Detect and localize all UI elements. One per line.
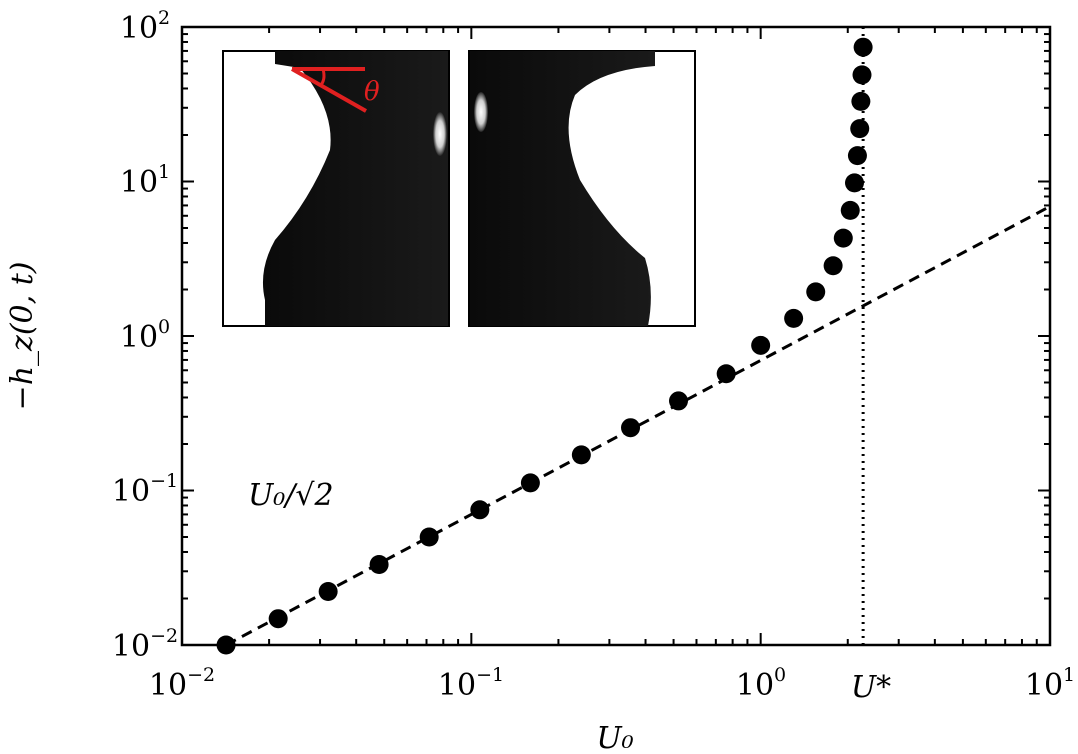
x-tick-label: 101 xyxy=(1025,664,1075,703)
data-point xyxy=(668,391,688,411)
data-point xyxy=(268,609,288,629)
data-point xyxy=(853,37,873,57)
data-point xyxy=(751,335,771,355)
data-point xyxy=(318,581,338,601)
data-point xyxy=(844,173,864,193)
slope-annotation: U₀/√2 xyxy=(248,478,334,513)
data-point xyxy=(823,256,843,276)
data-point xyxy=(806,282,826,302)
data-point xyxy=(847,146,867,166)
x-tick-label: 100 xyxy=(736,664,786,703)
data-point xyxy=(369,554,389,574)
x-tick-label: 10−2 xyxy=(149,664,215,703)
data-point xyxy=(840,200,860,220)
angle-label: θ xyxy=(364,77,380,107)
x-axis-label: U₀ xyxy=(596,721,633,754)
data-point xyxy=(833,228,853,248)
data-point xyxy=(520,473,540,493)
critical-velocity-label: U* xyxy=(851,670,891,705)
y-tick-label: 10−2 xyxy=(112,625,178,664)
data-point xyxy=(851,91,871,111)
data-point xyxy=(716,364,736,384)
y-tick-label: 102 xyxy=(120,7,170,46)
y-tick-label: 101 xyxy=(120,161,170,200)
y-tick-label: 10−1 xyxy=(112,470,178,509)
data-point xyxy=(470,500,490,520)
data-points xyxy=(216,37,873,655)
data-point xyxy=(852,65,872,85)
data-point xyxy=(850,119,870,139)
inset-right-frame xyxy=(468,50,696,327)
inset-left-frame: θ xyxy=(222,50,450,327)
data-point xyxy=(216,635,236,655)
data-point xyxy=(571,445,591,465)
y-tick-label: 100 xyxy=(120,316,170,355)
x-tick-label: 10−1 xyxy=(438,664,504,703)
inset-images: θ xyxy=(222,50,696,327)
y-axis-label: −h_z(0, t) xyxy=(5,262,40,411)
data-point xyxy=(784,308,804,328)
data-point xyxy=(419,527,439,547)
axis-ticks xyxy=(181,26,1051,646)
dashed-fit-line xyxy=(225,205,1051,647)
data-point xyxy=(621,418,641,438)
